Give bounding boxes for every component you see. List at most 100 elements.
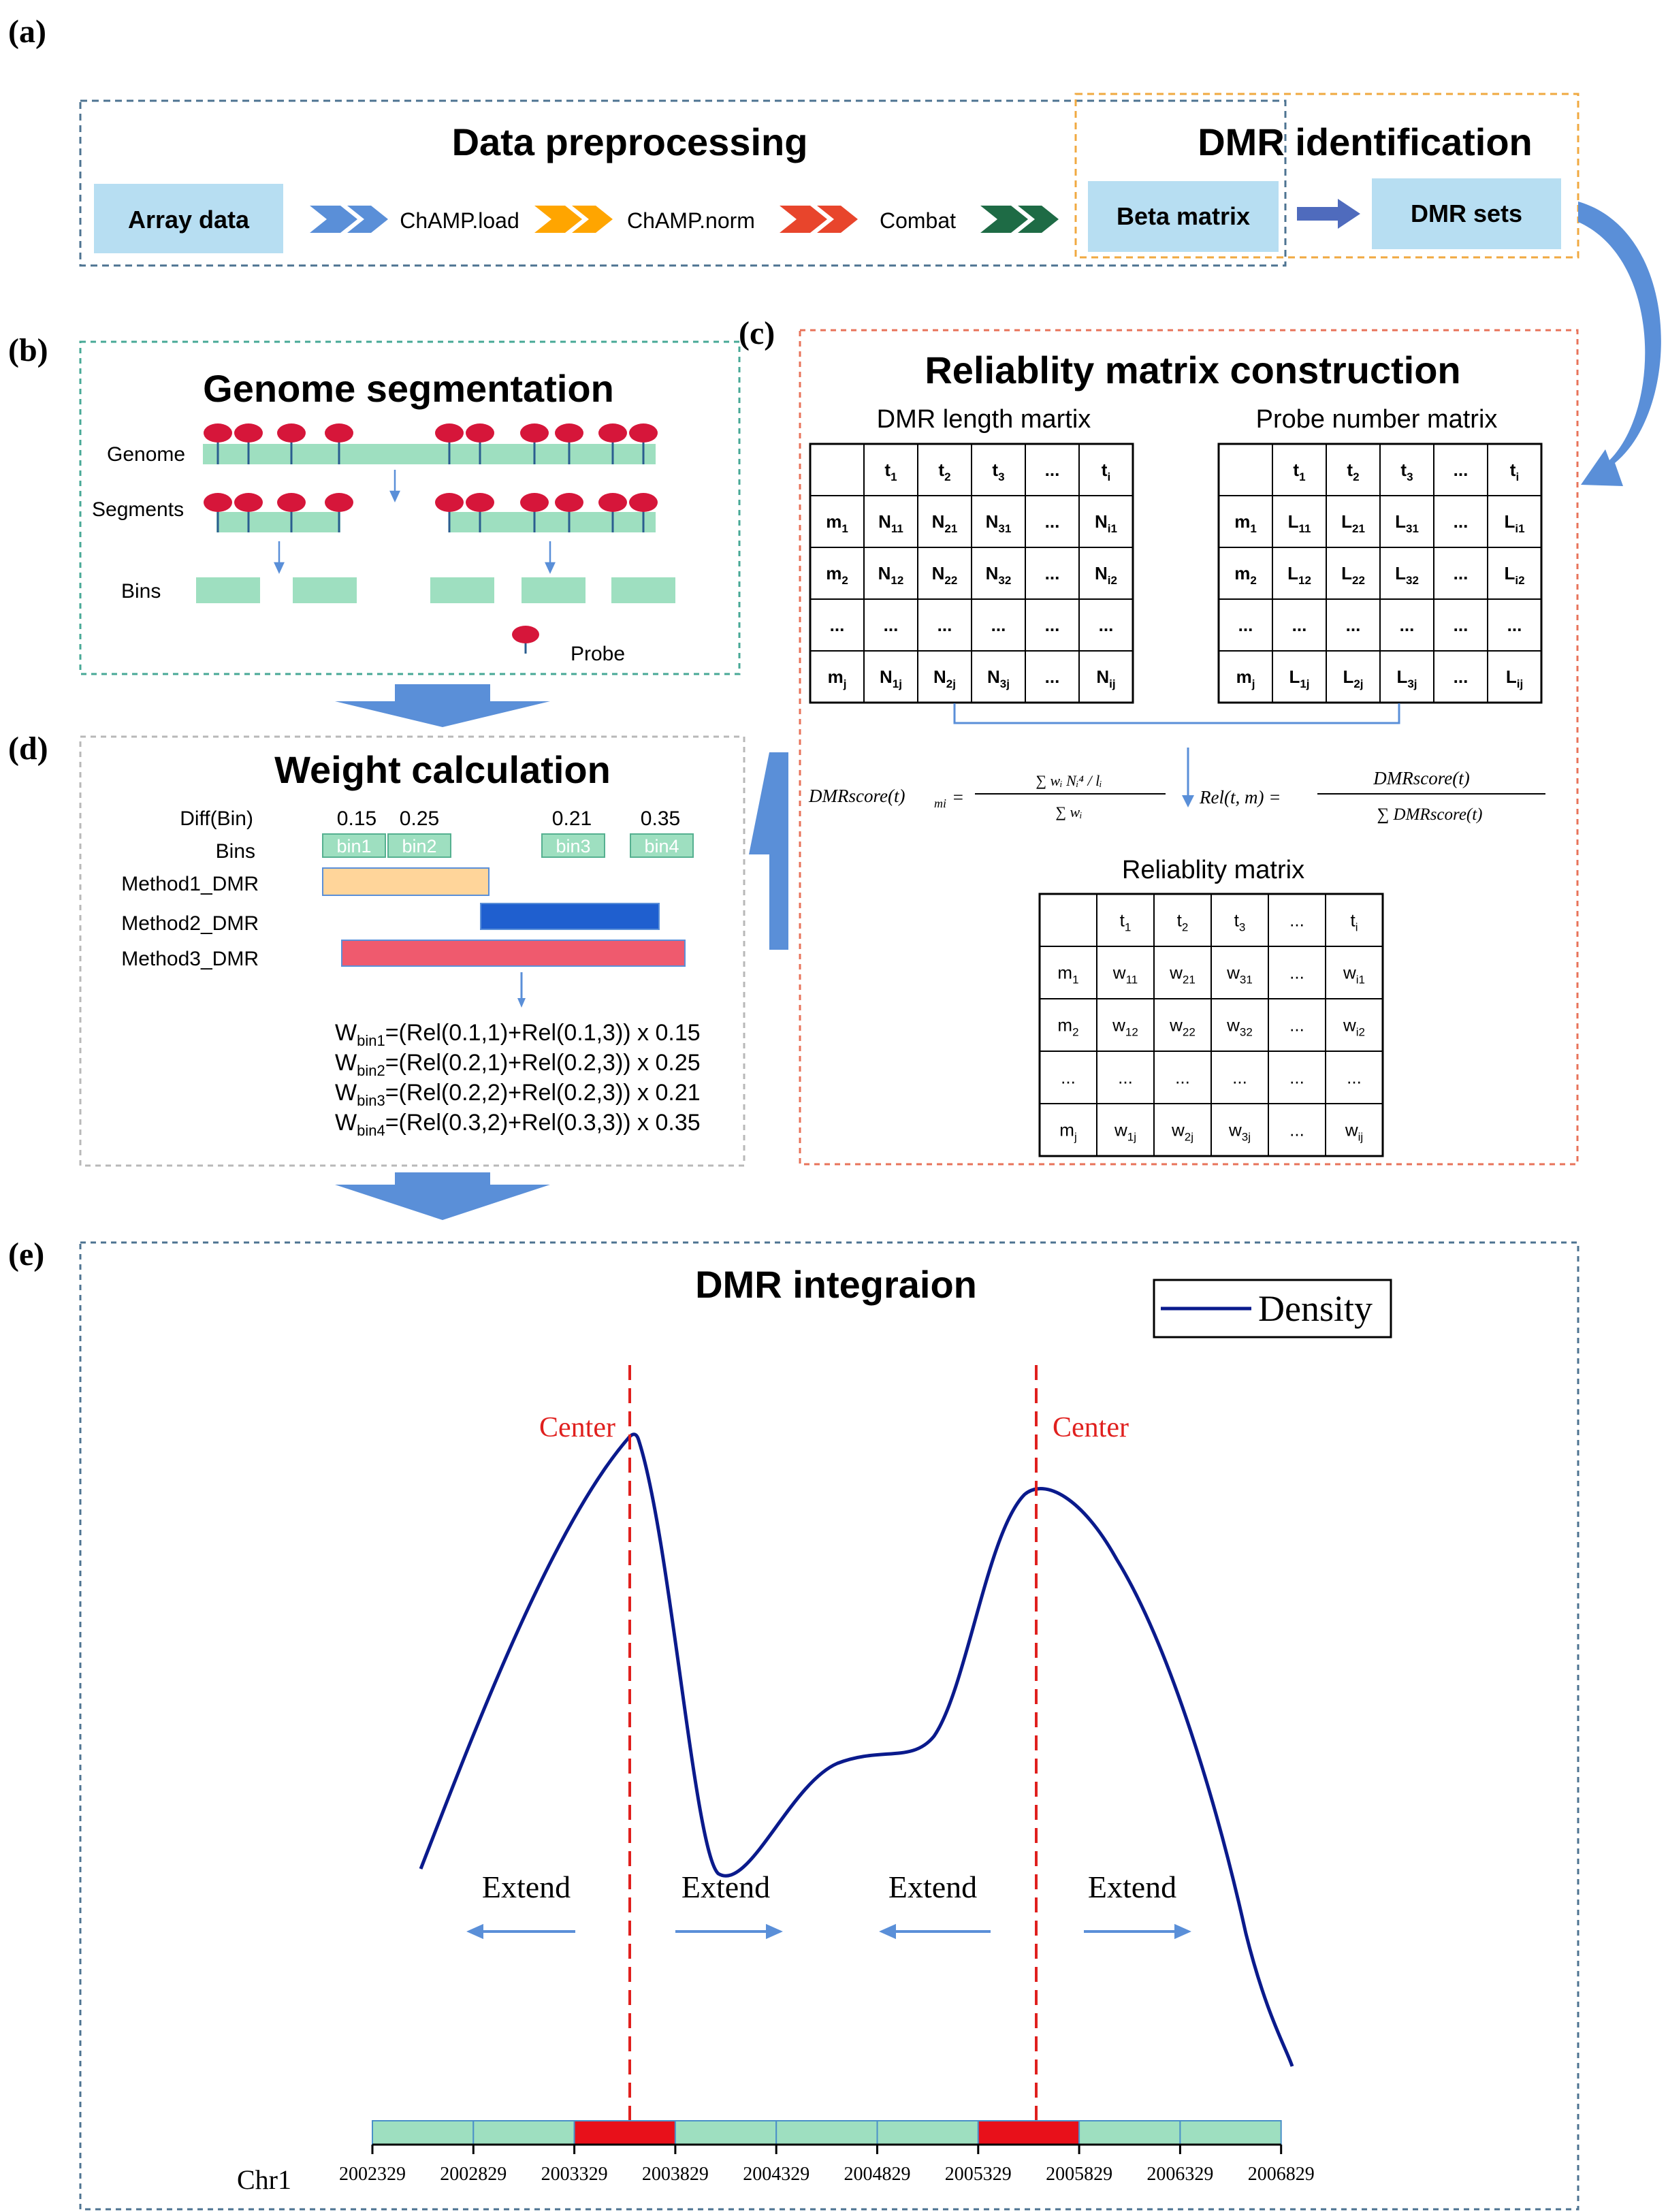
extend-label: Extend xyxy=(482,1870,571,1904)
panel-label-a: (a) xyxy=(8,14,46,50)
probe-icon xyxy=(520,423,549,464)
chr-tick-label: 2002329 xyxy=(339,2164,406,2185)
bins-label: Bins xyxy=(121,580,161,603)
matrix-cell: N1j xyxy=(880,667,902,690)
method1-bar xyxy=(322,867,490,896)
chr-segment xyxy=(977,2120,1080,2145)
extend-label: Extend xyxy=(888,1870,977,1904)
matrix-cell: ... xyxy=(1238,615,1253,635)
panel-c: Reliablity matrix construction DMR lengt… xyxy=(799,329,1579,1166)
matrix-cell: ... xyxy=(884,615,899,635)
bins-row-label: Bins xyxy=(216,840,255,863)
matrix-cell: ... xyxy=(1232,1068,1247,1088)
probe-icon xyxy=(325,423,353,464)
svg-text:Wbin4=(Rel(0.3,2)+Rel(0.3,3)): Wbin4=(Rel(0.3,2)+Rel(0.3,3)) x 0.35 xyxy=(335,1110,701,1139)
density-curve xyxy=(419,1432,1294,2067)
method-label: Method3_DMR xyxy=(121,948,259,970)
diff-value: 0.21 xyxy=(552,807,592,830)
preprocessing-frame xyxy=(79,99,1287,267)
genome-bar xyxy=(203,444,656,464)
svg-text:DMRscore(t): DMRscore(t) xyxy=(1373,768,1469,788)
matrix-cell: w31 xyxy=(1226,963,1253,987)
matrix-cell: ... xyxy=(1045,563,1060,583)
beta-matrix-label: Beta matrix xyxy=(1117,202,1250,230)
bin-block xyxy=(196,577,260,603)
array-data-box xyxy=(94,184,283,253)
bin-name: bin1 xyxy=(336,836,371,856)
diff-label: Diff(Bin) xyxy=(180,807,253,830)
array-data-label: Array data xyxy=(128,206,250,234)
matrix-cell: ... xyxy=(1454,460,1469,480)
probe-icon xyxy=(204,493,232,532)
chr-segment xyxy=(472,2120,575,2145)
matrix-cell: ... xyxy=(830,615,845,635)
matrix-cell: ... xyxy=(1045,615,1060,635)
chr-tick-label: 2003829 xyxy=(642,2164,709,2185)
dmr-sets-box xyxy=(1372,178,1561,249)
method3-bar xyxy=(341,940,686,967)
dmr-sets-label: DMR sets xyxy=(1411,199,1522,227)
matrix-cell: N2j xyxy=(933,667,956,690)
matrix-cell: ... xyxy=(1061,1068,1076,1088)
matrix-cell: N21 xyxy=(932,511,958,535)
matrix-cell: ... xyxy=(1289,1120,1304,1140)
svg-text:Wbin2=(Rel(0.2,1)+Rel(0.2,3)): Wbin2=(Rel(0.2,1)+Rel(0.2,3)) x 0.25 xyxy=(335,1050,701,1079)
svg-text:Rel(t, m) =: Rel(t, m) = xyxy=(1199,787,1281,807)
genome-segmentation-frame xyxy=(79,340,741,675)
arrow-right-icon xyxy=(1297,199,1360,229)
matrix-cell: ... xyxy=(1045,460,1060,480)
data-preprocessing-title: Data preprocessing xyxy=(452,121,808,163)
diff-value: 0.35 xyxy=(641,807,680,830)
probe-icon xyxy=(598,493,627,532)
probe-icon xyxy=(629,493,658,532)
panel-e: DMR integraion Density Center Center Ext… xyxy=(79,1241,1579,2211)
weight-frame xyxy=(79,735,745,1167)
chr-tick-label: 2005829 xyxy=(1046,2164,1112,2185)
probe-icon xyxy=(435,493,464,532)
matrix-cell: ti xyxy=(1350,910,1358,934)
chr-tick-label: 2004829 xyxy=(844,2164,911,2185)
chr-tick-label: 2005329 xyxy=(945,2164,1012,2185)
chromosome-ticks: 2002329 2002829 2003329 2003829 2004329 20048… xyxy=(339,2143,1315,2185)
center-label-1: Center xyxy=(539,1412,615,1443)
chevron-red-icon xyxy=(780,206,858,233)
extend-label: Extend xyxy=(1088,1870,1176,1904)
probe-icon xyxy=(277,423,306,464)
matrix-cell: ... xyxy=(1289,1068,1304,1088)
bin-name: bin4 xyxy=(644,836,679,856)
matrix-cell: N32 xyxy=(986,563,1012,587)
panel-label-c: (c) xyxy=(739,315,775,351)
diff-value: 0.25 xyxy=(400,807,439,830)
svg-text:∑ wᵢ Nᵢ⁴ / lᵢ: ∑ wᵢ Nᵢ⁴ / lᵢ xyxy=(1036,772,1102,789)
bin-block xyxy=(611,577,675,603)
panel-b: Genome segmentation Genome Segments Bins… xyxy=(79,340,741,675)
segment-probes xyxy=(204,493,658,532)
dmrscore-formula: DMRscore(t) mi = ∑ wᵢ Nᵢ⁴ / lᵢ ∑ wᵢ xyxy=(808,772,1166,820)
matrix-cell: ... xyxy=(1045,667,1060,687)
bin-block xyxy=(522,577,586,603)
matrix-cell: ... xyxy=(1400,615,1415,635)
weight-formulas: Wbin1=(Rel(0.1,1)+Rel(0.1,3)) x 0.15 Wbi… xyxy=(335,1020,701,1139)
chr-segment xyxy=(573,2120,676,2145)
combat-label: Combat xyxy=(880,208,956,233)
arrow-head xyxy=(517,998,526,1008)
curved-arrow-icon xyxy=(1578,202,1661,486)
method-label: Method1_DMR xyxy=(121,873,259,895)
matrix-cell: ... xyxy=(1289,910,1304,931)
matrix-cell: L31 xyxy=(1395,511,1419,535)
reliability-title: Reliablity matrix construction xyxy=(925,349,1460,391)
chevron-orange-icon xyxy=(534,206,613,233)
probe-icon xyxy=(435,423,464,464)
arrow-down-icon xyxy=(274,470,556,574)
probe-icon xyxy=(555,423,583,464)
chr-segment xyxy=(775,2120,878,2145)
dmr-integration-title: DMR integraion xyxy=(695,1263,977,1306)
matrix-cell: ... xyxy=(1045,511,1060,532)
svg-text:Wbin1=(Rel(0.1,1)+Rel(0.1,3)): Wbin1=(Rel(0.1,1)+Rel(0.1,3)) x 0.15 xyxy=(335,1020,701,1049)
matrix-cell: ... xyxy=(1454,511,1469,532)
probe-legend-icon xyxy=(512,626,539,654)
reliability-frame xyxy=(799,329,1579,1166)
